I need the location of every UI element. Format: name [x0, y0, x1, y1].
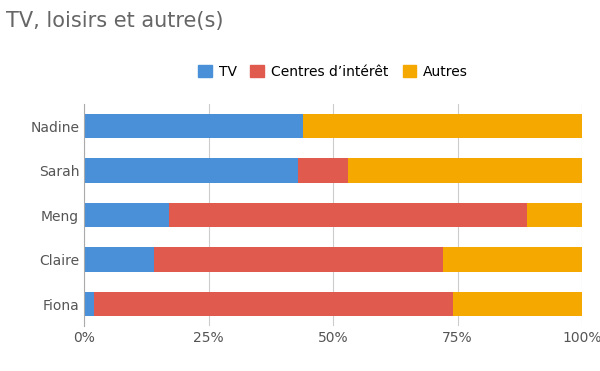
Bar	[348, 158, 582, 183]
Text: TV, loisirs et autre(s): TV, loisirs et autre(s)	[6, 11, 223, 31]
Bar	[94, 292, 452, 316]
Bar	[84, 203, 169, 227]
Bar	[84, 158, 298, 183]
Bar	[527, 203, 582, 227]
Bar	[169, 203, 527, 227]
Bar	[303, 114, 582, 138]
Bar	[298, 158, 348, 183]
Bar	[84, 114, 303, 138]
Bar	[84, 247, 154, 272]
Bar	[84, 292, 94, 316]
Bar	[154, 247, 443, 272]
Bar	[452, 292, 582, 316]
Legend: TV, Centres d’intérêt, Autres: TV, Centres d’intérêt, Autres	[195, 62, 471, 81]
Bar	[443, 247, 582, 272]
